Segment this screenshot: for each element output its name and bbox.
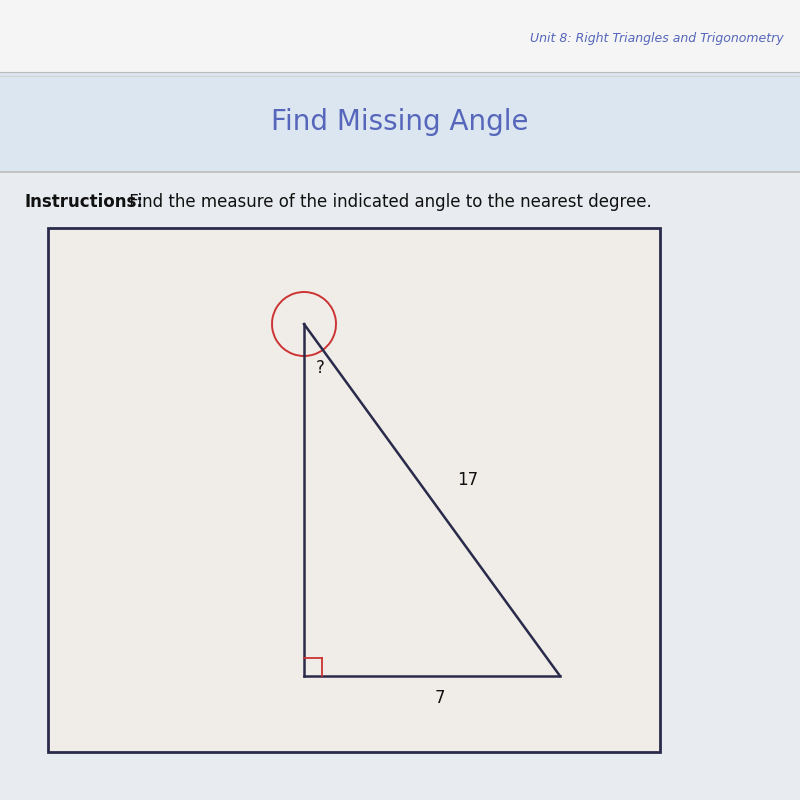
- Bar: [0, 72, 800, 172]
- Bar: [48, 228, 660, 752]
- Text: Instructions:: Instructions:: [24, 193, 143, 210]
- Bar: [0, 0, 800, 72]
- Text: Find Missing Angle: Find Missing Angle: [271, 108, 529, 135]
- Text: 17: 17: [458, 471, 478, 489]
- Text: Find the measure of the indicated angle to the nearest degree.: Find the measure of the indicated angle …: [124, 193, 652, 210]
- Text: Unit 8: Right Triangles and Trigonometry: Unit 8: Right Triangles and Trigonometry: [530, 32, 784, 45]
- Text: 7: 7: [434, 690, 446, 707]
- Text: ?: ?: [316, 359, 325, 377]
